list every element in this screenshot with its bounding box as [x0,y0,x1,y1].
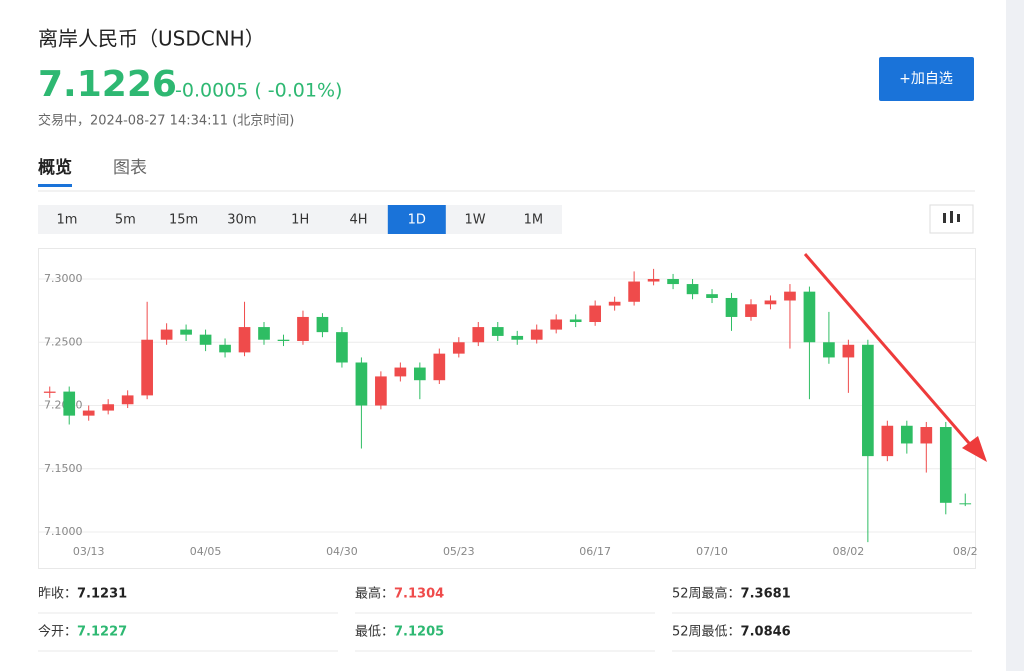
stat-label: 今开： [38,624,77,640]
candle-body [686,284,699,295]
candle-body [472,327,485,343]
price: 7.1226 [38,64,177,105]
stat-label: 52周最高： [672,586,741,602]
candle-body [316,316,329,333]
candle-body [745,304,757,317]
x-tick-label: 07/10 [696,545,728,558]
candle-body [219,344,231,353]
period[interactable]: 1M [524,213,544,228]
candle-body [121,395,134,405]
candle-body [491,327,504,336]
title: 离岸人民币（USDCNH） [38,27,265,51]
stat-value: 7.1304 [394,587,444,602]
stat-label: 最高： [355,586,394,602]
candle-body [842,344,855,358]
period[interactable]: 1m [57,213,78,228]
change: -0.0005 [175,80,248,102]
stat-value: 7.1227 [77,625,127,640]
candle-body [141,339,153,396]
candle-body [881,425,894,457]
candle-body [920,427,933,444]
candle-body [784,291,796,301]
status: 交易中，2024-08-27 14:34:11 (北京时间) [38,113,294,129]
side-strip [1006,0,1024,671]
candle-body [180,329,192,335]
add-button[interactable] [879,57,974,101]
period-active [387,205,446,234]
candle-body [160,329,173,340]
candle-body [862,344,874,457]
candle-body [608,301,621,306]
candle-body [277,339,290,341]
candle-body [764,300,777,305]
y-tick-label: 7.3000 [44,272,83,285]
period[interactable]: 1H [291,213,309,228]
candle-body [628,281,640,302]
candle-body [511,335,524,340]
candle-body [550,319,563,330]
tab[interactable]: 图表 [113,158,147,178]
candle-body [375,376,387,406]
candle-body [433,353,446,381]
y-tick-label: 7.1000 [44,525,83,538]
y-tick-label: 7.1500 [44,462,83,475]
stat-label: 52周最低： [672,625,741,640]
period[interactable]: 5m [115,213,136,228]
candle-body [530,329,543,340]
stat-label: 最低： [355,625,394,640]
candle-body [589,305,601,323]
stat-value: 7.1205 [394,625,444,640]
x-tick-label: 08/02 [833,545,865,558]
candle-body [569,319,582,323]
period-bar [38,205,562,234]
x-tick-label: 04/05 [190,545,222,558]
candle-body [43,391,56,393]
candle-body [725,297,738,317]
candle-body [414,367,426,381]
x-tick-label: 05/23 [443,545,475,558]
tab-underline [38,184,72,187]
candle-body [82,410,95,416]
stat-value: 7.1231 [77,587,127,602]
candle-body [803,291,816,343]
candle-body [823,342,835,358]
candle-icon[interactable] [943,211,960,223]
period[interactable]: 1W [465,213,486,228]
arrow [803,253,987,462]
y-tick-label: 7.2000 [44,399,83,412]
candle-body [336,332,348,363]
x-tick-label: 06/17 [579,545,611,558]
stat-value: 7.3681 [741,587,791,602]
stat-value: 7.0846 [741,625,791,640]
candle-body [900,425,913,444]
candle-body [667,278,679,285]
candle-body [199,334,212,345]
x-tick-label: 03/13 [73,545,105,558]
candle-body [355,362,368,406]
candle-body [102,404,115,411]
period[interactable]: 1D [408,213,426,228]
y-tick-label: 7.2500 [44,335,83,348]
candle-body [939,427,952,503]
candle-body [63,391,76,416]
chart-frame [38,248,976,569]
period[interactable]: 30m [227,213,256,228]
candle-body [297,316,309,341]
period[interactable]: 15m [169,213,198,228]
period[interactable]: 4H [349,213,367,228]
add-button-label[interactable]: +加自选 [899,71,953,87]
candle-body [647,278,660,282]
candle-body [452,342,465,354]
candle-body [959,503,972,505]
candle-body [706,294,718,298]
tab[interactable]: 概览 [38,157,72,178]
stat-label: 昨收： [38,587,77,602]
x-tick-label: 04/30 [326,545,358,558]
candle-body [238,327,251,353]
x-tick-label: 08/2 [953,545,978,558]
candle-body [258,327,270,340]
change-pct: ( -0.01%) [254,80,342,102]
candle-body [394,367,407,377]
